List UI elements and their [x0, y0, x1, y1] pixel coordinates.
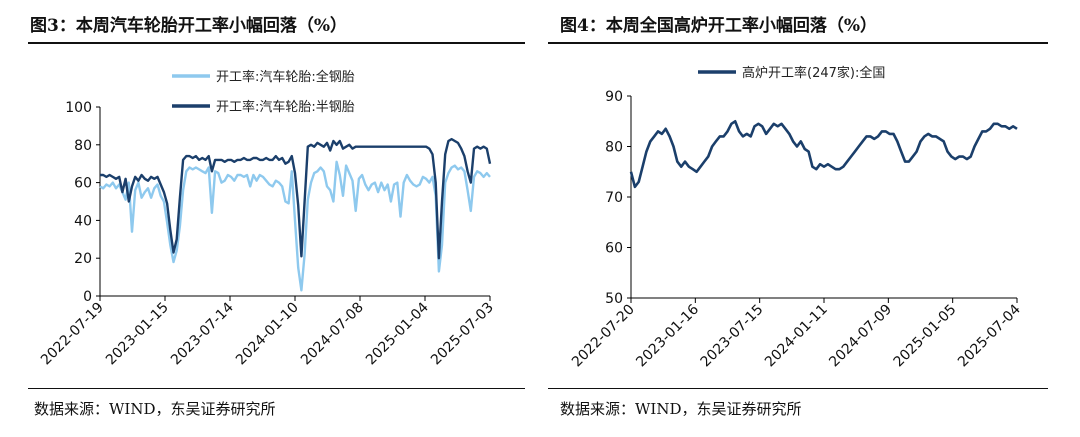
- series-line: [629, 120, 1018, 189]
- source-note: 数据来源：WIND，东吴证券研究所: [34, 400, 276, 418]
- x-tick-label: 2024-01-10: [233, 300, 302, 369]
- x-tick-label: 2025-07-04: [955, 301, 1024, 370]
- y-tick-label: 60: [74, 176, 92, 192]
- x-tick-label: 2024-07-09: [826, 302, 895, 371]
- y-tick-label: 80: [74, 138, 92, 154]
- x-tick-label: 2023-07-15: [698, 302, 767, 371]
- y-tick-label: 0: [83, 289, 92, 305]
- y-tick-label: 80: [605, 140, 623, 156]
- x-tick-label: 2022-07-19: [38, 300, 107, 369]
- x-tick-label: 2023-01-15: [103, 300, 172, 369]
- chart-title: 图3：本周汽车轮胎开工率小幅回落（%）: [30, 16, 347, 36]
- chart-panel-tire: 图3：本周汽车轮胎开工率小幅回落（%） 开工率:汽车轮胎:全钢胎 开工率:汽车轮胎…: [28, 16, 525, 418]
- legend-label: 开工率:汽车轮胎:全钢胎: [216, 69, 355, 85]
- y-tick-label: 70: [605, 190, 623, 206]
- x-tick-label: 2024-07-08: [298, 300, 367, 369]
- source-rule: [548, 388, 1048, 389]
- title-rule: [548, 42, 1048, 44]
- x-tick-label: 2025-01-04: [363, 299, 432, 368]
- legend-label: 高炉开工率(247家):全国: [742, 65, 885, 81]
- source-rule: [28, 388, 525, 389]
- x-tick-label: 2022-07-20: [569, 302, 638, 371]
- chart-panel-blast-furnace: 图4：本周全国高炉开工率小幅回落（%） 高炉开工率(247家):全国 50 60 70…: [548, 0, 1080, 437]
- x-tick-label: 2025-01-05: [891, 302, 960, 371]
- x-tick-label: 2024-01-11: [762, 302, 831, 371]
- y-tick-label: 50: [605, 291, 623, 307]
- x-tick-label: 2023-01-16: [633, 301, 702, 370]
- blast-furnace-operating-rate-chart: 高炉开工率(247家):全国50607080902022-07-202023-0…: [569, 65, 1024, 371]
- x-tick-label: 2023-07-14: [168, 299, 237, 368]
- source-note: 数据来源：WIND，东吴证券研究所: [560, 400, 802, 418]
- y-tick-label: 90: [605, 89, 623, 105]
- x-tick-label: 2025-07-03: [428, 300, 497, 369]
- y-tick-label: 20: [74, 251, 92, 267]
- series-line: [99, 160, 491, 292]
- title-rule: [28, 42, 525, 44]
- legend-label: 开工率:汽车轮胎:半钢胎: [216, 99, 355, 115]
- series-line: [100, 137, 492, 260]
- chart-title: 图4：本周全国高炉开工率小幅回落（%）: [560, 16, 877, 36]
- y-tick-label: 60: [605, 241, 623, 257]
- y-tick-label: 100: [65, 100, 92, 116]
- y-tick-label: 40: [74, 213, 92, 229]
